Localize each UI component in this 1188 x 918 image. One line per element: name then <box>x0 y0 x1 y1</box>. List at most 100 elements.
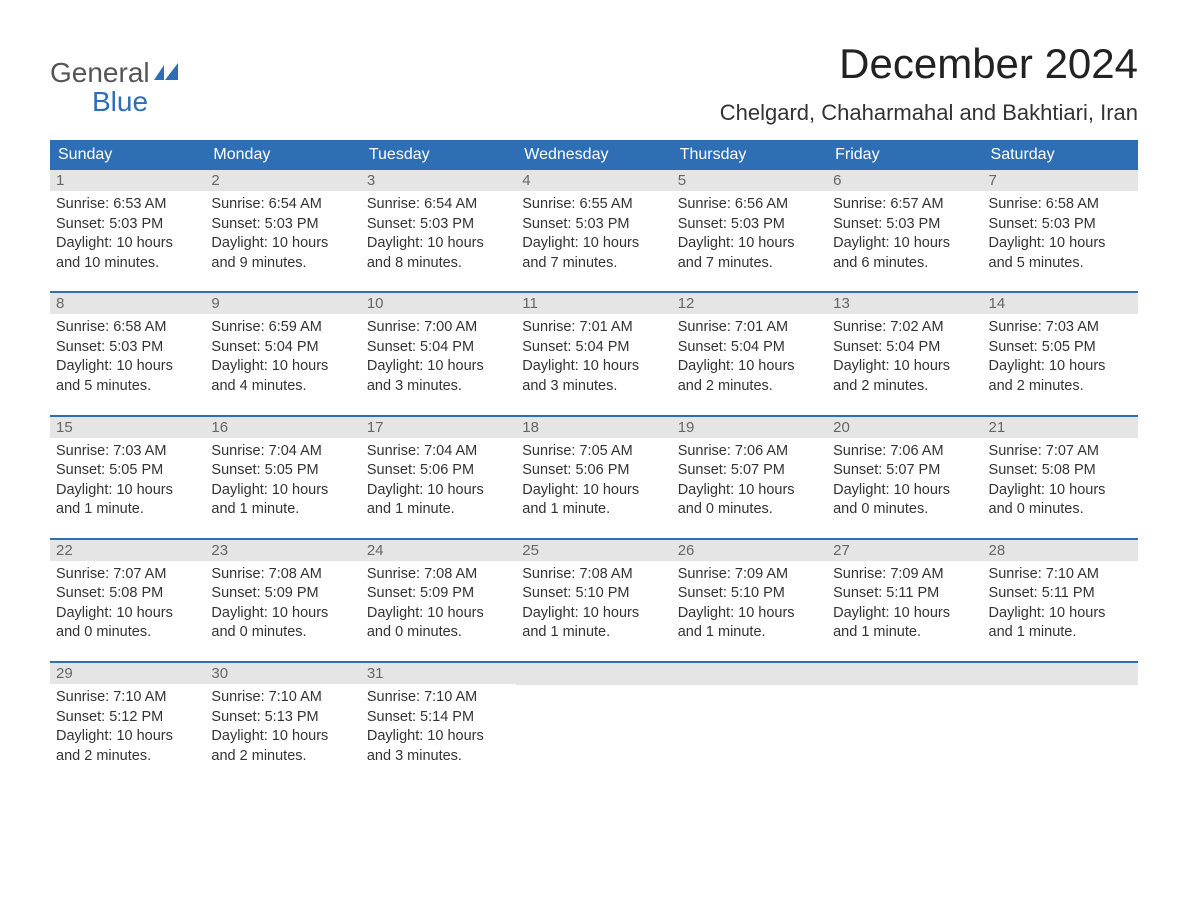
sunrise-text: Sunrise: 7:00 AM <box>367 318 510 338</box>
day-number <box>983 663 1138 685</box>
sunset-text: Sunset: 5:04 PM <box>678 338 821 358</box>
dow-tuesday: Tuesday <box>361 140 516 170</box>
week-row: 22Sunrise: 7:07 AMSunset: 5:08 PMDayligh… <box>50 538 1138 653</box>
sunset-text: Sunset: 5:04 PM <box>522 338 665 358</box>
day-number: 8 <box>50 293 205 314</box>
day-cell: 6Sunrise: 6:57 AMSunset: 5:03 PMDaylight… <box>827 170 982 283</box>
logo: General Blue <box>50 40 180 117</box>
sunset-text: Sunset: 5:11 PM <box>989 584 1132 604</box>
sunrise-text: Sunrise: 7:01 AM <box>678 318 821 338</box>
daylight-text: Daylight: 10 hours and 0 minutes. <box>367 604 510 643</box>
day-number: 11 <box>516 293 671 314</box>
day-body: Sunrise: 7:09 AMSunset: 5:10 PMDaylight:… <box>672 561 827 653</box>
day-body: Sunrise: 6:57 AMSunset: 5:03 PMDaylight:… <box>827 191 982 283</box>
day-cell: 27Sunrise: 7:09 AMSunset: 5:11 PMDayligh… <box>827 540 982 653</box>
daylight-text: Daylight: 10 hours and 3 minutes. <box>522 357 665 396</box>
sunrise-text: Sunrise: 7:08 AM <box>211 565 354 585</box>
day-body: Sunrise: 7:07 AMSunset: 5:08 PMDaylight:… <box>983 438 1138 530</box>
day-body: Sunrise: 6:56 AMSunset: 5:03 PMDaylight:… <box>672 191 827 283</box>
sunrise-text: Sunrise: 6:54 AM <box>211 195 354 215</box>
day-cell <box>516 663 671 776</box>
sunset-text: Sunset: 5:08 PM <box>56 584 199 604</box>
daylight-text: Daylight: 10 hours and 7 minutes. <box>522 234 665 273</box>
day-number: 7 <box>983 170 1138 191</box>
sunrise-text: Sunrise: 6:59 AM <box>211 318 354 338</box>
day-number: 27 <box>827 540 982 561</box>
sunset-text: Sunset: 5:07 PM <box>678 461 821 481</box>
day-cell: 9Sunrise: 6:59 AMSunset: 5:04 PMDaylight… <box>205 293 360 406</box>
day-cell: 17Sunrise: 7:04 AMSunset: 5:06 PMDayligh… <box>361 417 516 530</box>
day-number: 26 <box>672 540 827 561</box>
day-cell <box>672 663 827 776</box>
day-body: Sunrise: 7:10 AMSunset: 5:13 PMDaylight:… <box>205 684 360 776</box>
day-cell: 31Sunrise: 7:10 AMSunset: 5:14 PMDayligh… <box>361 663 516 776</box>
daylight-text: Daylight: 10 hours and 10 minutes. <box>56 234 199 273</box>
daylight-text: Daylight: 10 hours and 2 minutes. <box>989 357 1132 396</box>
day-number: 22 <box>50 540 205 561</box>
daylight-text: Daylight: 10 hours and 3 minutes. <box>367 727 510 766</box>
day-cell: 5Sunrise: 6:56 AMSunset: 5:03 PMDaylight… <box>672 170 827 283</box>
sunset-text: Sunset: 5:07 PM <box>833 461 976 481</box>
sunrise-text: Sunrise: 7:02 AM <box>833 318 976 338</box>
sunset-text: Sunset: 5:06 PM <box>367 461 510 481</box>
daylight-text: Daylight: 10 hours and 2 minutes. <box>678 357 821 396</box>
sunrise-text: Sunrise: 7:04 AM <box>367 442 510 462</box>
logo-flag-icon <box>154 58 180 87</box>
sunrise-text: Sunrise: 7:08 AM <box>522 565 665 585</box>
daylight-text: Daylight: 10 hours and 2 minutes. <box>56 727 199 766</box>
day-number: 9 <box>205 293 360 314</box>
day-number: 28 <box>983 540 1138 561</box>
sunrise-text: Sunrise: 7:07 AM <box>989 442 1132 462</box>
week-row: 1Sunrise: 6:53 AMSunset: 5:03 PMDaylight… <box>50 170 1138 283</box>
sunset-text: Sunset: 5:03 PM <box>56 215 199 235</box>
day-number: 5 <box>672 170 827 191</box>
day-number: 14 <box>983 293 1138 314</box>
sunrise-text: Sunrise: 7:10 AM <box>211 688 354 708</box>
day-body: Sunrise: 6:53 AMSunset: 5:03 PMDaylight:… <box>50 191 205 283</box>
sunrise-text: Sunrise: 6:53 AM <box>56 195 199 215</box>
sunset-text: Sunset: 5:05 PM <box>56 461 199 481</box>
dow-sunday: Sunday <box>50 140 205 170</box>
day-number: 18 <box>516 417 671 438</box>
day-cell: 18Sunrise: 7:05 AMSunset: 5:06 PMDayligh… <box>516 417 671 530</box>
day-cell: 3Sunrise: 6:54 AMSunset: 5:03 PMDaylight… <box>361 170 516 283</box>
day-cell: 11Sunrise: 7:01 AMSunset: 5:04 PMDayligh… <box>516 293 671 406</box>
daylight-text: Daylight: 10 hours and 9 minutes. <box>211 234 354 273</box>
day-number: 30 <box>205 663 360 684</box>
day-body: Sunrise: 7:10 AMSunset: 5:14 PMDaylight:… <box>361 684 516 776</box>
day-body: Sunrise: 6:55 AMSunset: 5:03 PMDaylight:… <box>516 191 671 283</box>
sunset-text: Sunset: 5:10 PM <box>522 584 665 604</box>
sunset-text: Sunset: 5:03 PM <box>833 215 976 235</box>
daylight-text: Daylight: 10 hours and 5 minutes. <box>56 357 199 396</box>
day-number: 23 <box>205 540 360 561</box>
day-number: 4 <box>516 170 671 191</box>
day-body: Sunrise: 7:04 AMSunset: 5:05 PMDaylight:… <box>205 438 360 530</box>
day-number: 25 <box>516 540 671 561</box>
daylight-text: Daylight: 10 hours and 0 minutes. <box>833 481 976 520</box>
sunset-text: Sunset: 5:04 PM <box>367 338 510 358</box>
day-body: Sunrise: 6:58 AMSunset: 5:03 PMDaylight:… <box>50 314 205 406</box>
day-cell: 1Sunrise: 6:53 AMSunset: 5:03 PMDaylight… <box>50 170 205 283</box>
location-subtitle: Chelgard, Chaharmahal and Bakhtiari, Ira… <box>720 100 1138 126</box>
daylight-text: Daylight: 10 hours and 3 minutes. <box>367 357 510 396</box>
day-cell: 21Sunrise: 7:07 AMSunset: 5:08 PMDayligh… <box>983 417 1138 530</box>
day-cell: 28Sunrise: 7:10 AMSunset: 5:11 PMDayligh… <box>983 540 1138 653</box>
title-block: December 2024 Chelgard, Chaharmahal and … <box>720 40 1138 126</box>
day-number: 15 <box>50 417 205 438</box>
daylight-text: Daylight: 10 hours and 1 minute. <box>989 604 1132 643</box>
day-cell: 8Sunrise: 6:58 AMSunset: 5:03 PMDaylight… <box>50 293 205 406</box>
day-number <box>516 663 671 685</box>
sunrise-text: Sunrise: 7:06 AM <box>833 442 976 462</box>
sunrise-text: Sunrise: 6:54 AM <box>367 195 510 215</box>
sunrise-text: Sunrise: 7:03 AM <box>56 442 199 462</box>
day-body: Sunrise: 7:01 AMSunset: 5:04 PMDaylight:… <box>672 314 827 406</box>
day-number: 19 <box>672 417 827 438</box>
day-cell: 19Sunrise: 7:06 AMSunset: 5:07 PMDayligh… <box>672 417 827 530</box>
day-cell <box>983 663 1138 776</box>
sunrise-text: Sunrise: 7:06 AM <box>678 442 821 462</box>
sunset-text: Sunset: 5:03 PM <box>678 215 821 235</box>
day-number: 6 <box>827 170 982 191</box>
daylight-text: Daylight: 10 hours and 0 minutes. <box>211 604 354 643</box>
daylight-text: Daylight: 10 hours and 1 minute. <box>56 481 199 520</box>
sunset-text: Sunset: 5:04 PM <box>211 338 354 358</box>
